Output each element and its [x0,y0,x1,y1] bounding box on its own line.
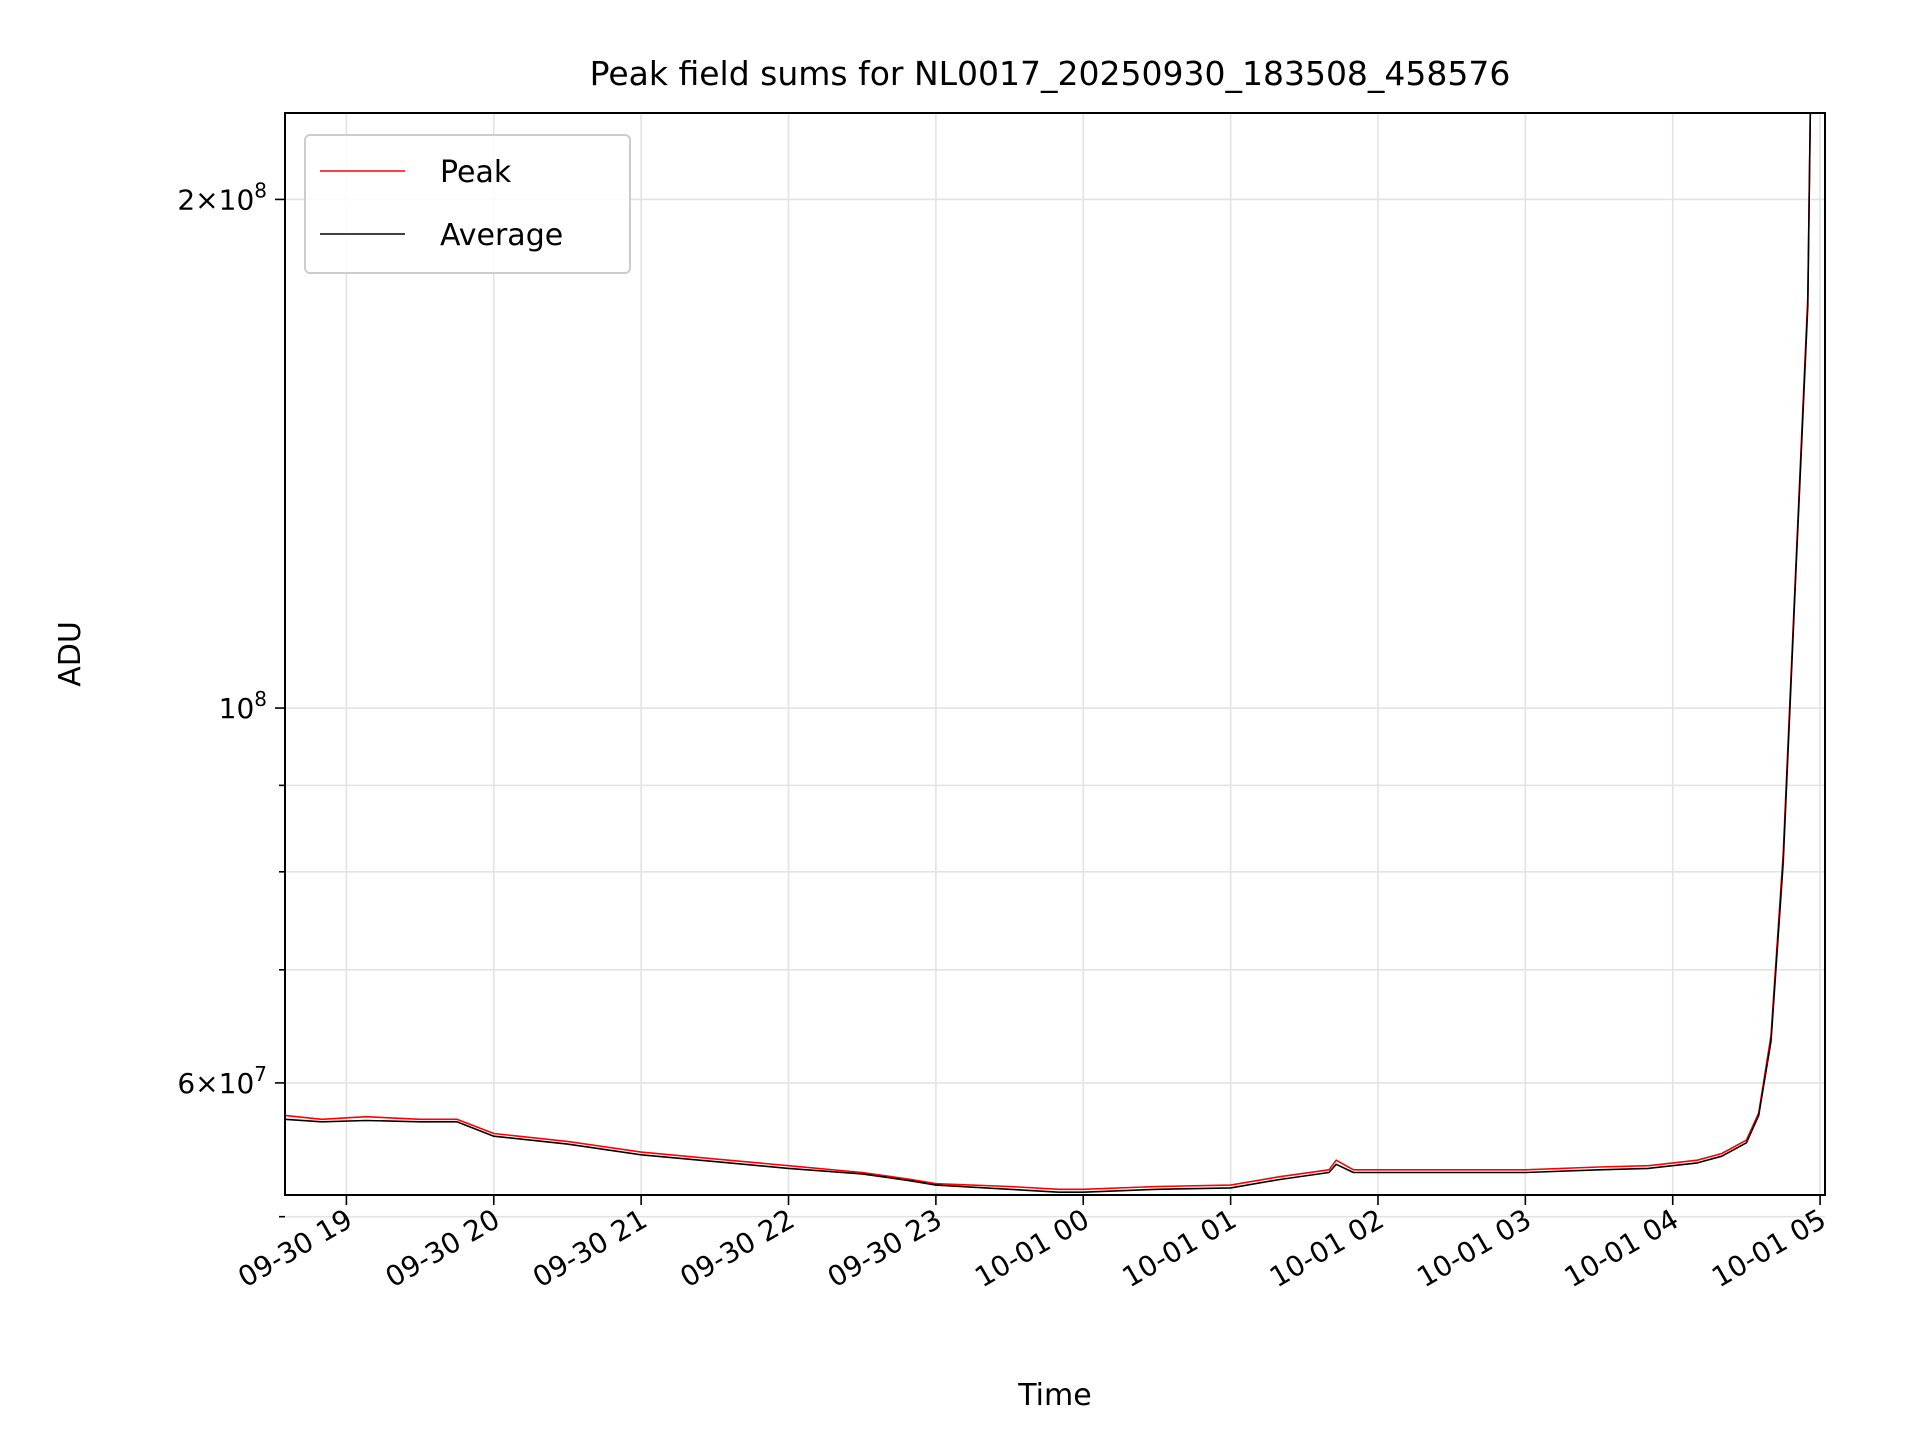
series-line-average [284,112,1812,1193]
chart-title: Peak field sums for NL0017_20250930_1835… [590,54,1511,93]
plot-series [284,112,1812,1193]
x-axis-label: Time [1017,1378,1091,1413]
y-tick-label: 2×108 [177,178,267,216]
y-tick-label: 108 [219,687,267,725]
grid-lines [285,113,1825,1218]
plot-frame [284,112,1826,1196]
x-axis: 09-30 19 09-30 20 09-30 21 09-30 22 09-30 23… [232,1195,1832,1294]
legend-label-average: Average [440,218,563,253]
y-tick-label: 6×107 [177,1062,267,1100]
legend-label-peak: Peak [440,155,512,190]
legend-box [304,134,631,274]
y-axis: 6×107 108 2×108 [177,178,285,1218]
series-line-peak [284,112,1812,1191]
y-axis-label: ADU [53,621,88,687]
legend: Peak Average [304,134,631,274]
